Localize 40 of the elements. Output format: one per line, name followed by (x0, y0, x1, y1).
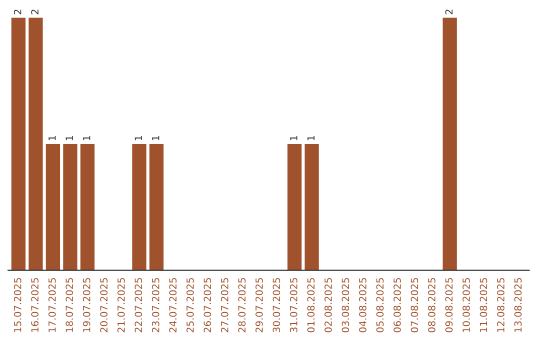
data-label: 1 (66, 136, 73, 140)
x-tick-label: 08.08.2025 (428, 278, 436, 332)
x-tick-label: 09.08.2025 (445, 278, 453, 332)
x-tick-label: 10.08.2025 (462, 278, 470, 332)
data-label: 2 (445, 10, 453, 14)
x-tick-label: 06.08.2025 (394, 278, 401, 332)
x-tick-label: 17.07.2025 (48, 278, 56, 332)
x-tick-label: 04.08.2025 (359, 278, 366, 332)
data-label: 1 (152, 136, 160, 140)
x-tick-label: 02.08.2025 (324, 278, 332, 332)
x-tick-label: 03.08.2025 (342, 278, 350, 332)
x-tick-label: 29.07.2025 (255, 278, 263, 332)
x-tick-label: 21.07.2025 (117, 278, 125, 332)
x-tick-label: 26.07.2025 (204, 278, 212, 332)
x-tick-label: 16.07.2025 (31, 278, 39, 332)
data-label: 1 (83, 136, 90, 140)
data-label: 1 (307, 136, 314, 140)
x-tick-label: 23.07.2025 (152, 278, 160, 332)
x-tick-label: 12.08.2025 (497, 278, 504, 332)
x-tick-label: 15.07.2025 (14, 278, 22, 332)
x-tick-label: 07.08.2025 (410, 278, 418, 332)
x-tick-label: 20.07.2025 (100, 278, 108, 332)
x-tick-label: 19.07.2025 (82, 278, 90, 332)
x-tick-label: 01.08.2025 (307, 278, 315, 332)
x-tick-label: 28.07.2025 (238, 278, 246, 332)
data-label: 1 (134, 136, 142, 140)
x-tick-label: 11.08.2025 (480, 278, 488, 332)
x-tick-label: 18.07.2025 (66, 278, 74, 332)
x-tick-label: 24.07.2025 (169, 278, 177, 332)
data-label: 1 (48, 136, 56, 140)
x-tick-label: 05.08.2025 (376, 278, 384, 332)
data-label: 1 (290, 136, 298, 140)
x-tick-label: 13.08.2025 (514, 278, 522, 332)
x-tick-label: 30.07.2025 (272, 278, 280, 332)
x-tick-label: 27.07.2025 (220, 278, 228, 332)
data-label: 2 (14, 10, 22, 14)
x-tick-label: 22.07.2025 (134, 278, 142, 332)
x-tick-label: 25.07.2025 (186, 278, 194, 332)
x-tick-label: 31.07.2025 (290, 278, 298, 332)
data-label: 2 (31, 10, 38, 14)
